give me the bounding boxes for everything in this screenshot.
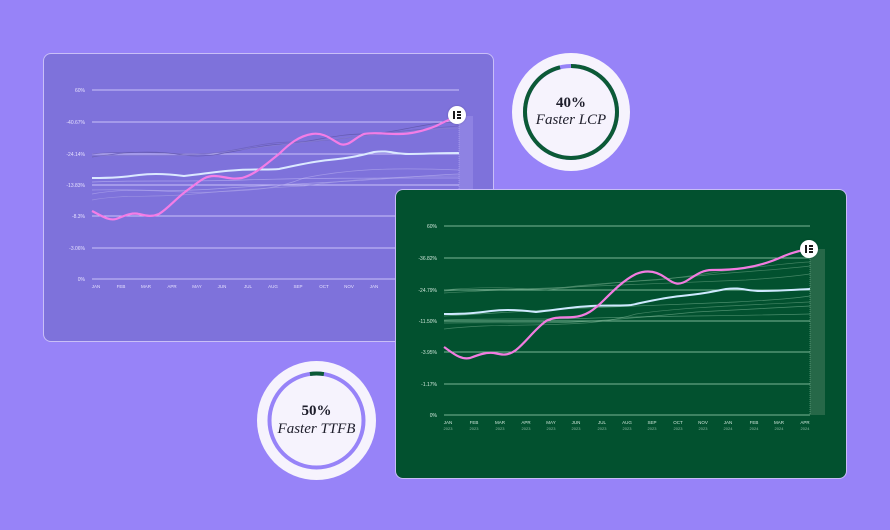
svg-text:JAN: JAN	[92, 284, 101, 289]
svg-text:NOV: NOV	[344, 284, 354, 289]
svg-text:2023: 2023	[674, 426, 684, 431]
svg-text:60%: 60%	[427, 224, 438, 230]
svg-text:-13.83%: -13.83%	[66, 183, 85, 189]
svg-text:-11.50%: -11.50%	[419, 319, 438, 325]
median-series-line	[443, 287, 811, 315]
svg-text:-36.82%: -36.82%	[418, 256, 437, 262]
svg-text:-24.14%: -24.14%	[66, 152, 85, 158]
svg-text:-40.67%: -40.67%	[66, 120, 85, 126]
ttfb-percent: 50%	[301, 403, 332, 420]
svg-text:2024: 2024	[724, 426, 734, 431]
svg-text:FEB: FEB	[470, 420, 479, 425]
svg-text:SEP: SEP	[647, 420, 656, 425]
gridlines	[444, 225, 810, 416]
lcp-progress-ring	[523, 64, 619, 160]
svg-text:-24.79%: -24.79%	[418, 288, 437, 294]
lcp-label: Faster LCP	[535, 112, 607, 128]
svg-text:MAY: MAY	[192, 284, 201, 289]
svg-text:-1.17%: -1.17%	[421, 382, 437, 388]
svg-text:APR: APR	[800, 420, 810, 425]
svg-text:-8.3%: -8.3%	[72, 214, 86, 220]
svg-text:NOV: NOV	[698, 420, 708, 425]
svg-text:JUL: JUL	[598, 420, 606, 425]
svg-text:-3.06%: -3.06%	[69, 246, 85, 252]
background-series	[443, 261, 811, 330]
svg-text:2023: 2023	[598, 426, 608, 431]
y-axis-labels: 60% -40.67% -24.14% -13.83% -8.3% -3.06%…	[66, 88, 85, 283]
svg-text:2023: 2023	[648, 426, 658, 431]
svg-text:AUG: AUG	[622, 420, 632, 425]
x-axis-labels: JAN FEB MAR APR MAY JUN JUL AUG SEP OCT …	[444, 420, 811, 425]
svg-text:MAR: MAR	[774, 420, 785, 425]
svg-text:2023: 2023	[547, 426, 557, 431]
svg-text:0%: 0%	[430, 413, 438, 419]
svg-text:2024: 2024	[775, 426, 785, 431]
svg-text:2023: 2023	[572, 426, 582, 431]
svg-text:AUG: AUG	[268, 284, 278, 289]
svg-text:2024: 2024	[801, 426, 811, 431]
highlight-series-line	[443, 247, 811, 360]
svg-text:OCT: OCT	[673, 420, 683, 425]
svg-text:2023: 2023	[444, 426, 454, 431]
svg-text:JUN: JUN	[572, 420, 581, 425]
svg-text:2023: 2023	[470, 426, 480, 431]
ttfb-progress-ring	[267, 371, 366, 470]
svg-text:FEB: FEB	[117, 284, 126, 289]
svg-text:60%: 60%	[75, 88, 86, 94]
elementor-logo-icon	[448, 106, 466, 124]
svg-text:SEP: SEP	[293, 284, 302, 289]
svg-text:2023: 2023	[699, 426, 709, 431]
svg-text:2024: 2024	[750, 426, 760, 431]
svg-text:MAR: MAR	[141, 284, 152, 289]
background-series	[91, 121, 460, 201]
svg-text:2023: 2023	[623, 426, 633, 431]
svg-text:FEB: FEB	[750, 420, 759, 425]
svg-text:JAN: JAN	[724, 420, 733, 425]
ttfb-label: Faster TTFB	[277, 420, 356, 437]
lcp-metric-badge: 40% Faster LCP	[512, 53, 630, 171]
svg-text:OCT: OCT	[319, 284, 329, 289]
svg-text:JAN: JAN	[444, 420, 453, 425]
svg-text:JUN: JUN	[218, 284, 227, 289]
x-axis-years: 2023 2023 2023 2023 2023 2023 2023 2023 …	[444, 426, 811, 431]
elementor-logo-icon	[800, 240, 818, 258]
x-axis-labels: JAN FEB MAR APR MAY JUN JUL AUG SEP OCT …	[92, 284, 379, 289]
forecast-column	[810, 249, 825, 415]
svg-text:-3.95%: -3.95%	[421, 350, 437, 356]
green-line-chart: 60% -36.82% -24.79% -11.50% -3.95% -1.17…	[418, 224, 825, 431]
green-chart-card: 60% -36.82% -24.79% -11.50% -3.95% -1.17…	[395, 189, 847, 479]
lcp-percent: 40%	[556, 94, 586, 111]
svg-text:APR: APR	[167, 284, 177, 289]
ttfb-metric-badge: 50% Faster TTFB	[257, 361, 376, 480]
svg-text:MAY: MAY	[546, 420, 555, 425]
svg-text:MAR: MAR	[495, 420, 506, 425]
svg-text:JUL: JUL	[244, 284, 252, 289]
svg-text:2023: 2023	[496, 426, 506, 431]
svg-text:JAN: JAN	[370, 284, 379, 289]
highlight-series-line	[91, 114, 460, 221]
median-series-line	[91, 150, 460, 179]
y-axis-labels: 60% -36.82% -24.79% -11.50% -3.95% -1.17…	[418, 224, 437, 419]
svg-text:APR: APR	[521, 420, 531, 425]
svg-text:2023: 2023	[522, 426, 532, 431]
svg-text:0%: 0%	[78, 277, 86, 283]
